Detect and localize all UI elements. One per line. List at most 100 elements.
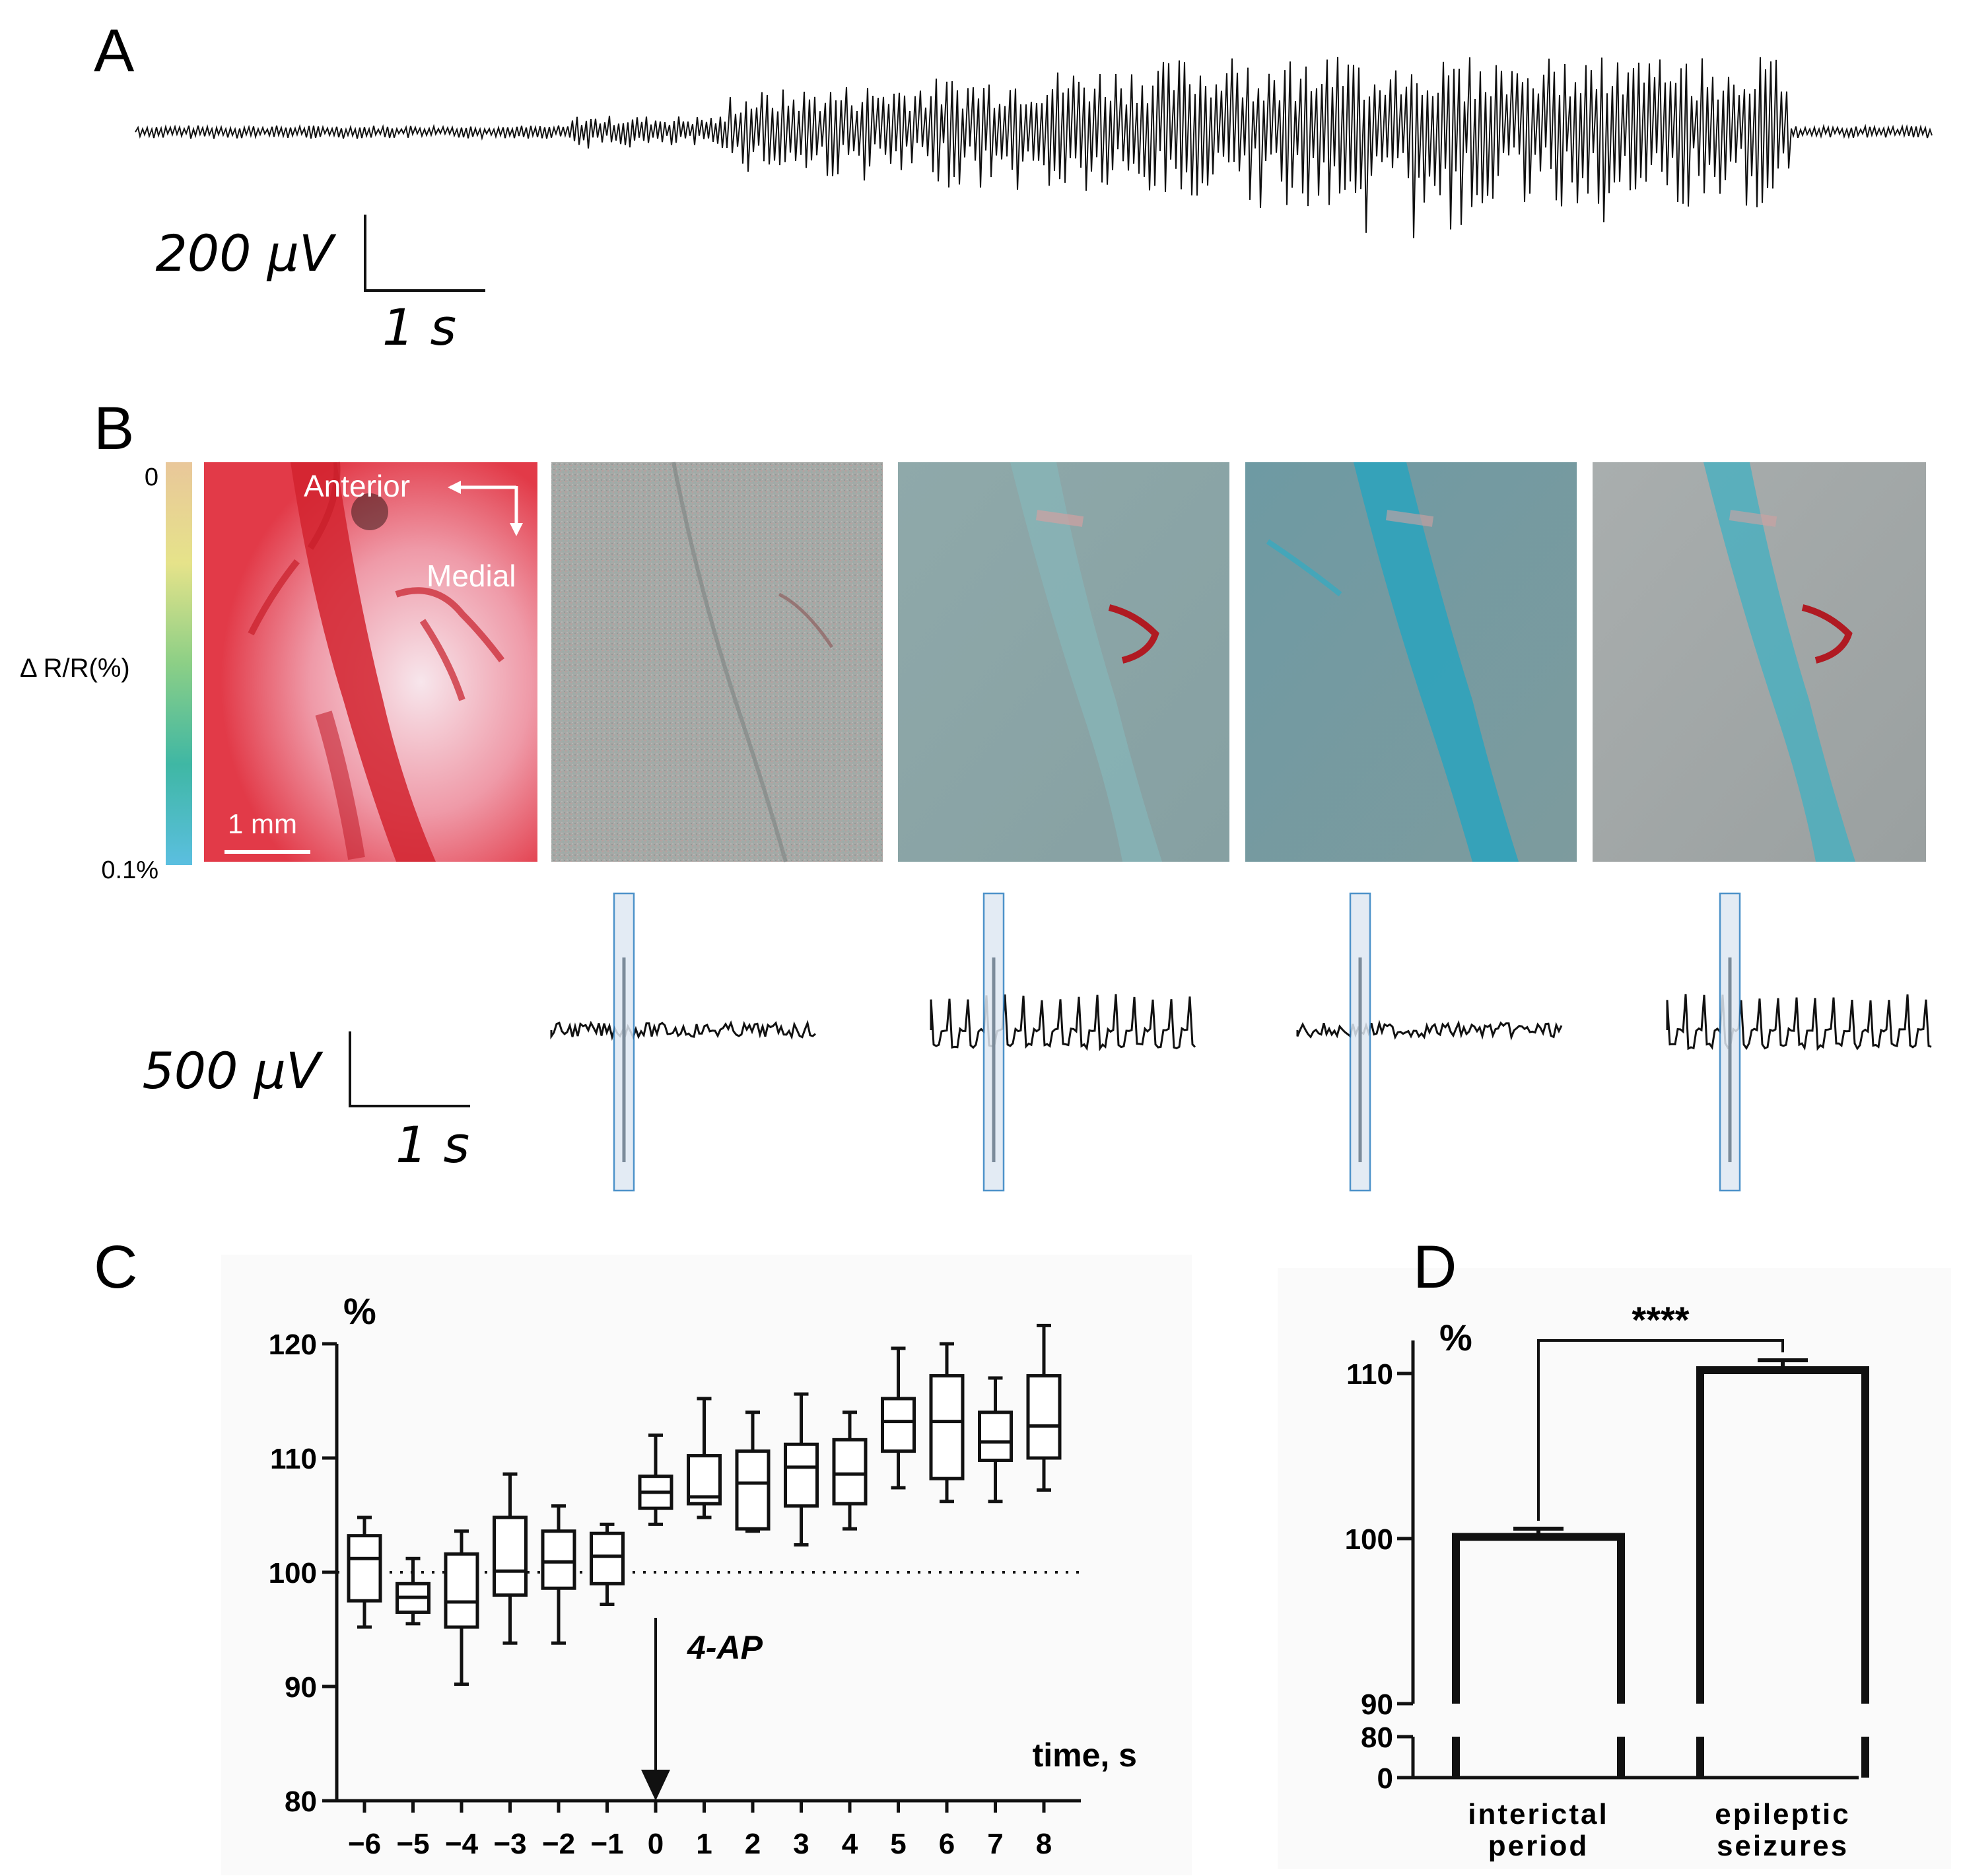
box-iqr [444,1552,479,1629]
colorbar-top-label: 0 [145,464,158,491]
reflectance-map-1 [551,462,883,862]
scale-voltage-b: 500 μV [142,1041,324,1100]
colorbar-bottom-label: 0.1% [101,856,158,884]
arrow-head [641,1770,670,1801]
box-12 [929,1342,965,1504]
reflectance-map-4 [1593,462,1926,862]
box-iqr [929,1373,965,1480]
eeg-trace-a [135,57,1933,238]
panel-c-background [221,1255,1192,1875]
panel-b: B 0 Δ R/R(%) 0.1% 1 mm Anterior Medial [20,395,1932,1192]
segment-trace [1296,1020,1563,1041]
x-axis-label: time, s [1033,1737,1137,1774]
box-4 [541,1504,576,1645]
x-tick-label: 0 [648,1828,664,1860]
x-tick-label: 6 [939,1828,955,1860]
box-13 [978,1376,1013,1504]
segment-trace [930,994,1196,1052]
box-iqr [978,1410,1013,1462]
x-tick-label: 2 [745,1828,761,1860]
box-3 [493,1472,528,1645]
scale-voltage-a: 200 μV [155,224,337,283]
y-tick-label: 90 [1361,1688,1393,1721]
scale-time-b: 1 s [396,1115,469,1174]
x-tick-label: −4 [445,1828,479,1860]
y-tick-label: 0 [1377,1762,1393,1795]
segment-trace [550,1020,816,1041]
photo-scale-label: 1 mm [228,808,297,839]
box-iqr [541,1529,576,1590]
bar-0 [1452,1527,1625,1778]
y-tick-label: 90 [285,1671,317,1704]
colorbar [166,462,192,865]
reflectance-map-2 [898,462,1229,862]
scale-bar-b [349,1031,470,1107]
box-iqr [590,1531,625,1585]
x-tick-label: 8 [1036,1828,1052,1860]
scale-time-a: 1 s [382,298,456,357]
segment-traces [550,892,1932,1192]
box-iqr [881,1397,916,1453]
x-tick-label: 1 [696,1828,712,1860]
panel-a: A 200 μV 1 s [94,17,1933,357]
segment-trace [1666,994,1932,1051]
significance-bracket [1537,1339,1784,1521]
box-plot: 80 90 100 110 120% −6 −5 −4 −3 −2 −1 0 1 2 3 4 5 6 7 8 4-AP t… [269,1290,1137,1860]
box-7 [687,1397,722,1519]
reflectance-map-3 [1245,462,1577,862]
x-tick-label: −6 [348,1828,381,1860]
y-tick-label: 80 [285,1786,317,1818]
panel-d-letter: D [1413,1233,1457,1301]
orientation-arrows [448,481,523,536]
x-tick-label: 3 [793,1828,809,1860]
x-tick-label: period [1488,1830,1589,1862]
scale-bar-a [364,215,485,292]
box-2 [444,1529,479,1686]
box-9 [784,1392,819,1546]
box-11 [881,1346,916,1490]
box-8 [735,1410,771,1533]
cortex-photo: 1 mm Anterior Medial [204,462,537,862]
x-tick-label: seizures [1717,1830,1849,1862]
annotation-4ap: 4-AP [687,1629,763,1666]
box-5 [590,1522,625,1606]
x-tick-label: −1 [590,1828,623,1860]
x-tick-label: 5 [890,1828,906,1860]
x-tick-label: 7 [987,1828,1003,1860]
box-iqr [1026,1373,1062,1460]
box-iqr [735,1449,771,1531]
medial-label: Medial [427,559,516,593]
x-tick-label: −5 [396,1828,429,1860]
panel-c-letter: C [94,1233,137,1301]
box-14 [1026,1323,1062,1492]
panel-a-letter: A [94,17,135,85]
y-tick-label: 120 [269,1329,317,1361]
y-unit-label: % [343,1290,376,1332]
panel-b-letter: B [94,395,134,462]
y-tick-label: 110 [1346,1358,1393,1391]
x-tick-label: −2 [542,1828,575,1860]
x-tick-label: interictal [1468,1798,1608,1830]
y-tick-label: 100 [269,1557,317,1589]
y-unit-label: % [1439,1317,1472,1358]
y-tick-label: 80 [1361,1721,1393,1754]
x-tick-label: 4 [842,1828,858,1860]
x-tick-label: epileptic [1715,1798,1851,1830]
box-1 [396,1556,430,1626]
significance-stars: **** [1632,1299,1689,1340]
panel-c: C 80 90 100 110 120% −6 −5 −4 −3 −2 −1 0 1 2 3 4 5 6 7 8 4-A… [94,1233,1192,1875]
box-10 [832,1410,868,1531]
x-tick-label: −3 [493,1828,526,1860]
box-0 [347,1515,382,1629]
box-iqr [493,1515,528,1597]
bar-1 [1696,1358,1869,1778]
y-tick-label: 100 [1345,1523,1393,1556]
colorbar-label: Δ R/R(%) [20,654,130,683]
box-iqr [347,1534,382,1603]
anterior-label: Anterior [304,469,410,503]
box-6 [638,1433,673,1526]
box-iqr [784,1442,819,1508]
